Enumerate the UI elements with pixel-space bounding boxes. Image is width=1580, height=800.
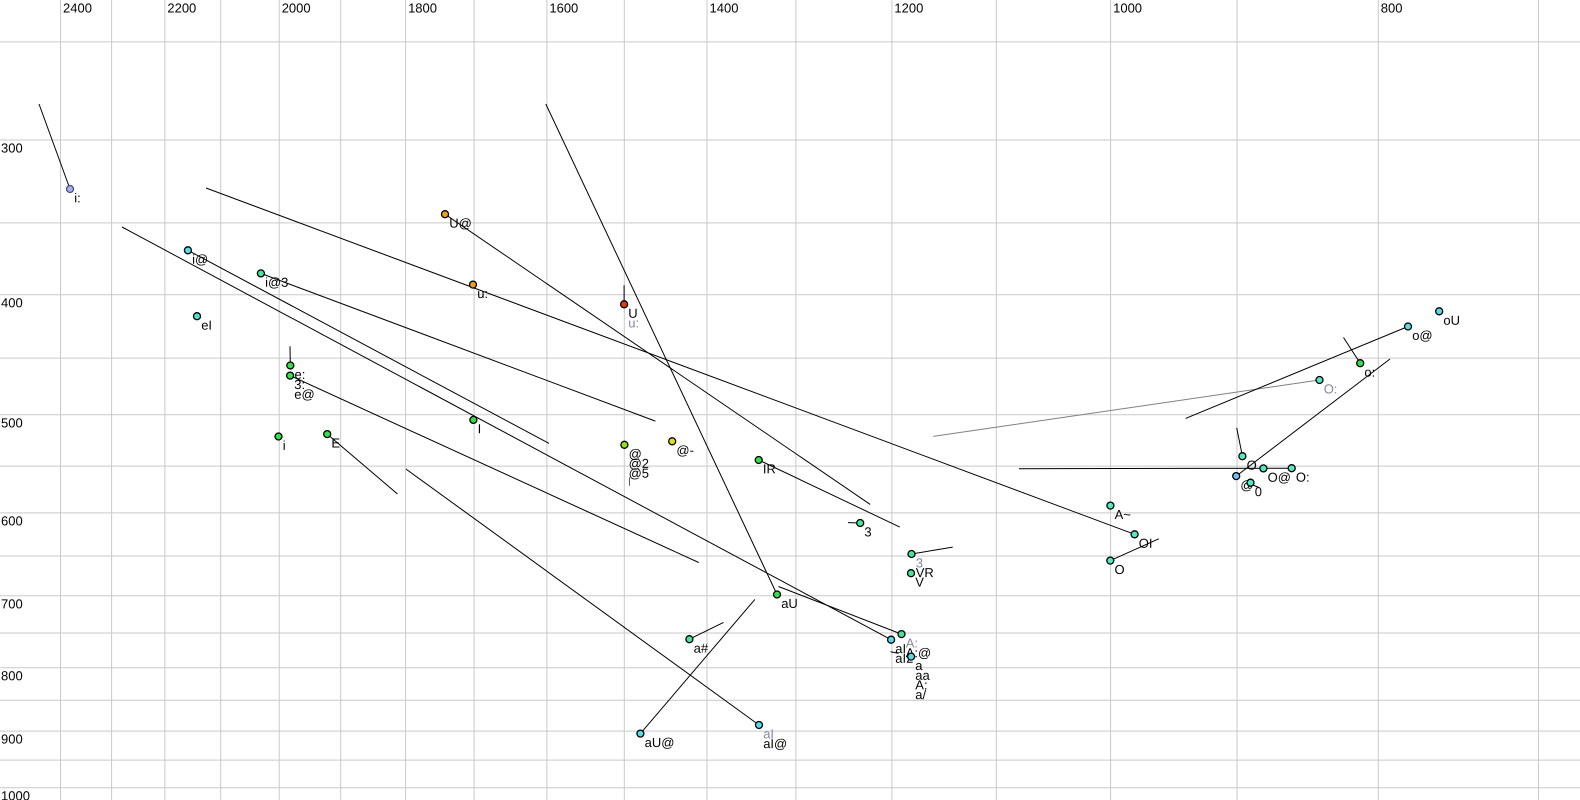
svg-text:e@: e@ (294, 387, 314, 402)
svg-text:1600: 1600 (549, 1, 578, 16)
svg-text:700: 700 (1, 596, 23, 611)
svg-text:O: O (1247, 458, 1257, 473)
svg-text:I: I (478, 421, 482, 436)
svg-text:i: i (283, 438, 286, 453)
svg-text:@: @ (629, 446, 642, 461)
svg-text:800: 800 (1, 668, 23, 683)
svg-text:aU@: aU@ (645, 735, 675, 750)
svg-text:IR: IR (763, 461, 776, 476)
svg-text:300: 300 (1, 141, 23, 156)
svg-text:500: 500 (1, 415, 23, 430)
svg-text:400: 400 (1, 295, 23, 310)
svg-text:aI: aI (763, 726, 774, 741)
svg-text:A~: A~ (1115, 507, 1132, 522)
svg-text:V: V (915, 575, 924, 590)
svg-text:800: 800 (1381, 1, 1403, 16)
svg-text:e:: e: (294, 367, 305, 382)
svg-text:i:: i: (74, 190, 81, 205)
svg-text:@5: @5 (629, 466, 649, 481)
svg-text:0: 0 (1255, 484, 1262, 499)
svg-text:aI: aI (895, 641, 906, 656)
svg-text:aU: aU (781, 596, 798, 611)
svg-text:900: 900 (1, 732, 23, 747)
svg-text:2000: 2000 (282, 1, 311, 16)
svg-text:E: E (331, 436, 340, 451)
svg-text:1000: 1000 (1, 788, 30, 800)
svg-text:a/: a/ (915, 687, 926, 702)
svg-text:o@: o@ (1412, 328, 1432, 343)
svg-text:3: 3 (916, 555, 923, 570)
svg-text:i@3: i@3 (265, 275, 288, 290)
svg-text:600: 600 (1, 513, 23, 528)
svg-text:3:: 3: (294, 377, 305, 392)
svg-text:VR: VR (916, 565, 934, 580)
svg-text:A:: A: (906, 636, 918, 651)
svg-text:@-: @- (676, 443, 694, 458)
svg-text:1000: 1000 (1113, 1, 1142, 16)
svg-text:2200: 2200 (167, 1, 196, 16)
svg-text:eI: eI (201, 318, 212, 333)
svg-text:O:: O: (1324, 381, 1338, 396)
svg-text:a: a (915, 658, 923, 673)
svg-text:2400: 2400 (63, 1, 92, 16)
svg-text:O@: O@ (1268, 470, 1291, 485)
svg-text:O: O (1114, 562, 1124, 577)
svg-text:@2: @2 (629, 456, 649, 471)
svg-text:a#: a# (694, 641, 709, 656)
svg-text:u:: u: (477, 286, 488, 301)
svg-text:oU: oU (1443, 313, 1460, 328)
svg-text:A:: A: (915, 677, 927, 692)
svg-text:aa: aa (915, 668, 930, 683)
svg-text:OI: OI (1139, 536, 1153, 551)
svg-text:i@: i@ (192, 252, 208, 267)
svg-text:aI@: aI@ (763, 736, 787, 751)
svg-text:o:: o: (1364, 365, 1375, 380)
svg-text:U: U (628, 306, 637, 321)
svg-text:1400: 1400 (710, 1, 739, 16)
svg-text:u:: u: (628, 315, 639, 330)
svg-text:O:: O: (1296, 470, 1310, 485)
svg-text:U@: U@ (449, 216, 472, 231)
svg-text:3: 3 (864, 524, 871, 539)
svg-text:1800: 1800 (408, 1, 437, 16)
svg-text:1200: 1200 (894, 1, 923, 16)
